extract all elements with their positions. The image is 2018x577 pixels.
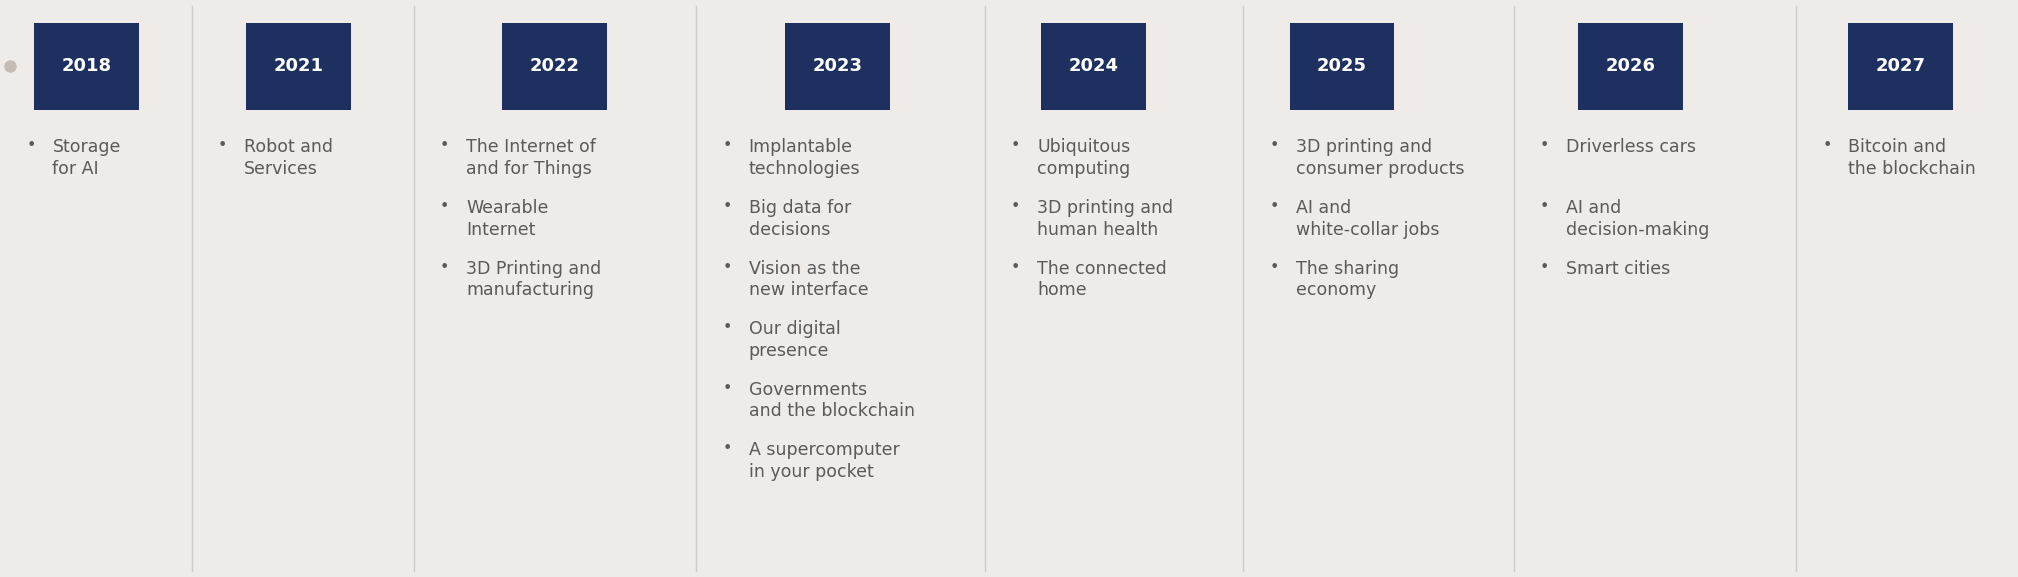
Text: 2021: 2021 — [274, 57, 323, 76]
Text: •: • — [218, 138, 228, 153]
Text: Robot and
Services: Robot and Services — [244, 138, 333, 178]
Text: Big data for
decisions: Big data for decisions — [749, 199, 852, 238]
FancyBboxPatch shape — [246, 23, 351, 110]
Text: The Internet of
and for Things: The Internet of and for Things — [466, 138, 595, 178]
Text: The connected
home: The connected home — [1037, 260, 1166, 299]
Text: The sharing
economy: The sharing economy — [1296, 260, 1398, 299]
Text: 3D printing and
human health: 3D printing and human health — [1037, 199, 1172, 238]
Text: Governments
and the blockchain: Governments and the blockchain — [749, 381, 914, 420]
Text: •: • — [1540, 260, 1550, 275]
Text: •: • — [1269, 138, 1279, 153]
Text: •: • — [1011, 260, 1021, 275]
Text: 2025: 2025 — [1318, 57, 1366, 76]
Text: •: • — [722, 260, 733, 275]
Text: Bitcoin and
the blockchain: Bitcoin and the blockchain — [1848, 138, 1976, 178]
Text: 2024: 2024 — [1070, 57, 1118, 76]
Text: Smart cities: Smart cities — [1566, 260, 1671, 278]
Text: 3D printing and
consumer products: 3D printing and consumer products — [1296, 138, 1463, 178]
Text: 2026: 2026 — [1606, 57, 1655, 76]
Text: A supercomputer
in your pocket: A supercomputer in your pocket — [749, 441, 900, 481]
Text: Our digital
presence: Our digital presence — [749, 320, 839, 359]
Text: •: • — [1269, 199, 1279, 214]
Text: Vision as the
new interface: Vision as the new interface — [749, 260, 868, 299]
Text: •: • — [722, 320, 733, 335]
FancyBboxPatch shape — [1290, 23, 1394, 110]
Text: •: • — [440, 199, 450, 214]
Text: •: • — [1011, 138, 1021, 153]
Text: •: • — [440, 260, 450, 275]
Text: Wearable
Internet: Wearable Internet — [466, 199, 549, 238]
Text: Ubiquitous
computing: Ubiquitous computing — [1037, 138, 1130, 178]
Text: •: • — [722, 441, 733, 456]
Text: •: • — [722, 138, 733, 153]
Text: 2027: 2027 — [1877, 57, 1925, 76]
Text: AI and
decision-making: AI and decision-making — [1566, 199, 1709, 238]
Text: •: • — [1822, 138, 1832, 153]
Text: 2023: 2023 — [813, 57, 862, 76]
Text: 3D Printing and
manufacturing: 3D Printing and manufacturing — [466, 260, 601, 299]
Text: Implantable
technologies: Implantable technologies — [749, 138, 860, 178]
Text: •: • — [440, 138, 450, 153]
Text: AI and
white-collar jobs: AI and white-collar jobs — [1296, 199, 1439, 238]
FancyBboxPatch shape — [34, 23, 139, 110]
Text: •: • — [1540, 138, 1550, 153]
FancyBboxPatch shape — [502, 23, 607, 110]
FancyBboxPatch shape — [1848, 23, 1953, 110]
Text: •: • — [1269, 260, 1279, 275]
Text: 2022: 2022 — [531, 57, 579, 76]
Text: •: • — [1540, 199, 1550, 214]
Text: •: • — [1011, 199, 1021, 214]
FancyBboxPatch shape — [1578, 23, 1683, 110]
FancyBboxPatch shape — [785, 23, 890, 110]
Text: •: • — [722, 381, 733, 396]
Text: Storage
for AI: Storage for AI — [52, 138, 121, 178]
Text: Driverless cars: Driverless cars — [1566, 138, 1695, 156]
FancyBboxPatch shape — [1041, 23, 1146, 110]
Text: •: • — [26, 138, 36, 153]
Text: 2018: 2018 — [63, 57, 111, 76]
Text: •: • — [722, 199, 733, 214]
